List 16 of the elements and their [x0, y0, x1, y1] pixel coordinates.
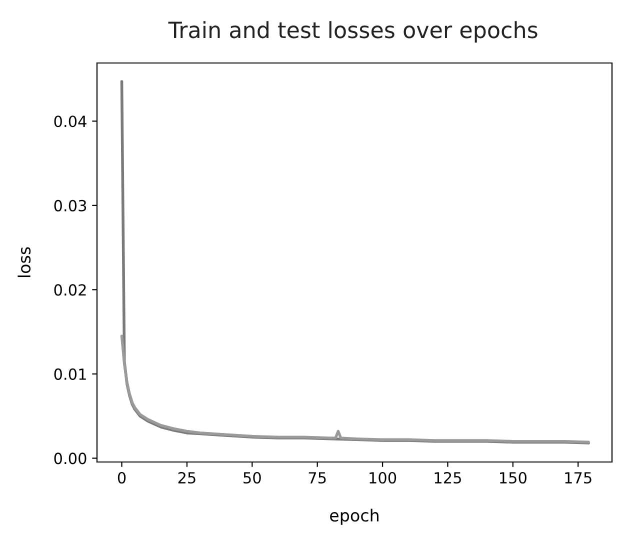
x-tick-label: 100: [370, 472, 396, 484]
y-tick-label: 0.03: [54, 200, 86, 212]
y-axis-title: loss: [18, 247, 31, 278]
x-axis-title: epoch: [330, 508, 378, 525]
x-tick-label: 125: [434, 472, 461, 484]
y-tick-label: 0.02: [54, 284, 86, 296]
chart-title: Train and test losses over epochs: [168, 21, 538, 43]
x-tick-label: 25: [178, 472, 196, 484]
x-tick-label: 0: [118, 472, 126, 484]
x-tick-label: 150: [500, 472, 526, 484]
y-tick-label: 0.01: [54, 368, 86, 380]
y-tick-label: 0.04: [54, 116, 86, 128]
y-tick-label: 0.00: [54, 452, 86, 464]
x-tick-label: 50: [244, 472, 261, 484]
x-tick-label: 175: [565, 472, 592, 484]
x-tick-label: 75: [308, 472, 326, 484]
